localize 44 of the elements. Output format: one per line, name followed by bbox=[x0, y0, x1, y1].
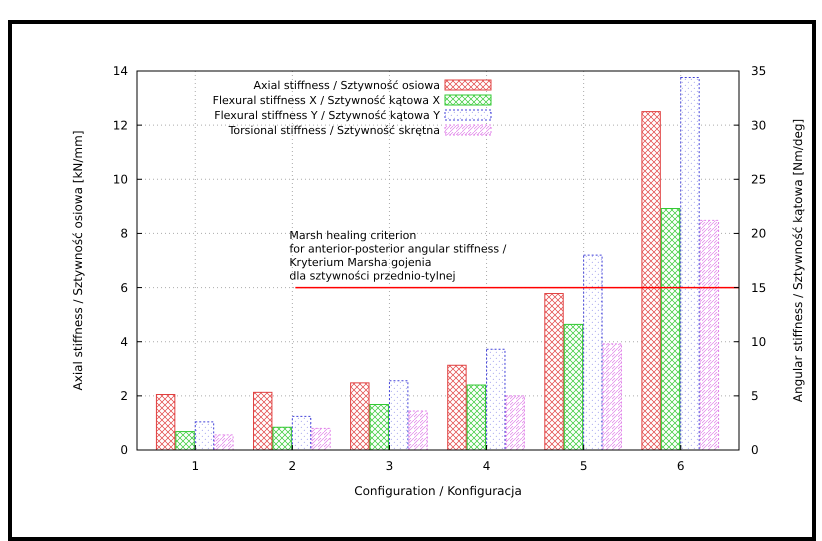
y2-tick-label: 30 bbox=[751, 118, 766, 132]
bar bbox=[311, 428, 331, 450]
y-tick-label: 4 bbox=[120, 334, 128, 349]
bar bbox=[194, 421, 214, 450]
y2-tick-label: 10 bbox=[751, 334, 766, 349]
x-tick-label: 5 bbox=[580, 459, 588, 473]
y2-tick-label: 15 bbox=[751, 280, 766, 295]
bar bbox=[486, 348, 506, 450]
y2-tick-label: 5 bbox=[751, 389, 759, 404]
bar bbox=[680, 76, 700, 450]
y-tick-label: 14 bbox=[112, 64, 128, 78]
y-tick-label: 2 bbox=[120, 389, 128, 404]
y2-axis-title: Angular stiffness / Sztywność kątowa [Nm/deg] bbox=[791, 118, 805, 402]
ref-line-label: Marsh healing criterion for anterior-posterior angular stiffness / Kryterium Marsha gojenia dla sztywności przednio-tylnej bbox=[289, 229, 507, 283]
x-tick-label: 6 bbox=[676, 459, 685, 473]
bar bbox=[156, 394, 176, 450]
legend-label: Torsional stiffness / Sztywność skrętna bbox=[228, 124, 440, 137]
bar bbox=[505, 395, 525, 450]
bar bbox=[583, 254, 603, 450]
x-tick-label: 1 bbox=[191, 459, 200, 473]
y2-tick-label: 35 bbox=[751, 64, 766, 78]
y-tick-label: 12 bbox=[112, 118, 128, 132]
bar bbox=[292, 416, 312, 450]
y2-tick-label: 0 bbox=[751, 443, 759, 458]
y-tick-label: 6 bbox=[120, 280, 128, 295]
x-tick-label: 3 bbox=[386, 459, 394, 473]
legend-label: Flexural stiffness Y / Sztywność kątowa Y bbox=[214, 108, 440, 122]
bar bbox=[388, 380, 408, 450]
bar bbox=[408, 410, 428, 450]
x-tick-label: 4 bbox=[482, 459, 490, 473]
bar bbox=[214, 434, 234, 450]
y2-tick-label: 25 bbox=[751, 172, 766, 186]
legend-label: Axial stiffness / Sztywność osiowa bbox=[253, 78, 440, 92]
x-axis-title: Configuration / Konfiguracja bbox=[354, 484, 522, 498]
legend-label: Flexural stiffness X / Sztywność kątowa X bbox=[212, 94, 440, 107]
y-tick-label: 10 bbox=[112, 172, 128, 186]
y-tick-label: 0 bbox=[120, 443, 128, 458]
bar bbox=[602, 343, 622, 450]
bar bbox=[700, 220, 720, 450]
y-axis-title: Axial stiffness / Sztywność osiowa [kN/mm] bbox=[71, 130, 85, 390]
bar bbox=[253, 392, 272, 450]
y2-tick-label: 20 bbox=[751, 226, 766, 241]
x-tick-label: 2 bbox=[288, 459, 296, 473]
y-tick-label: 8 bbox=[120, 226, 128, 241]
